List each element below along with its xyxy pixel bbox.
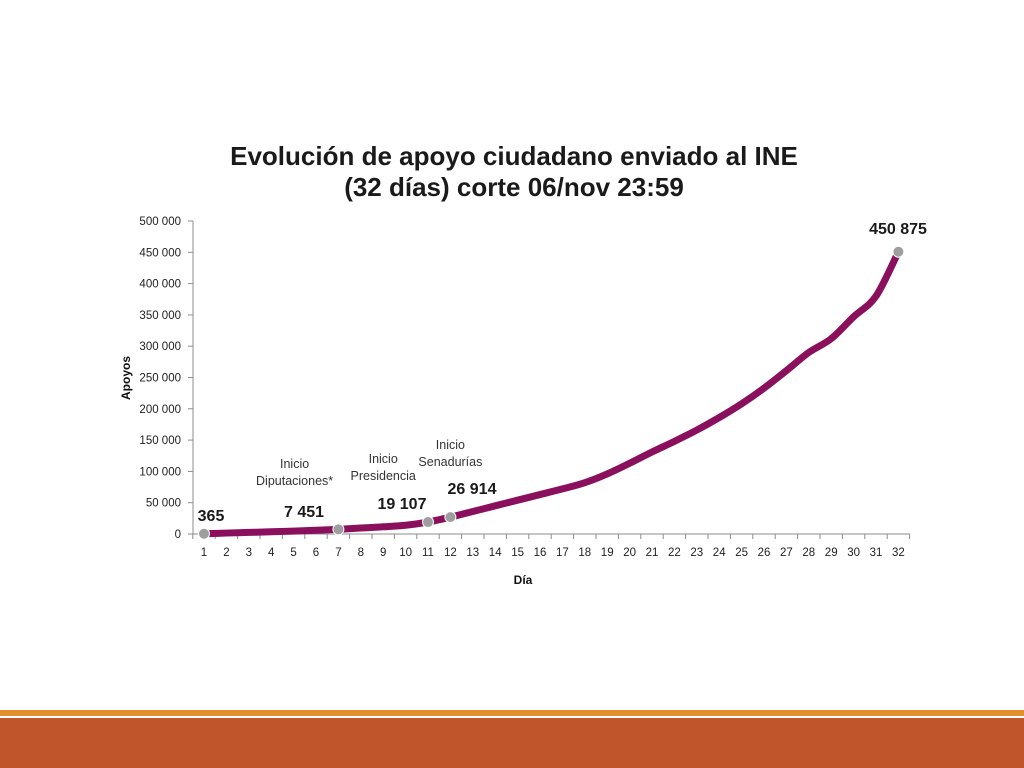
x-tick-label: 19 bbox=[601, 547, 614, 559]
y-tick-label: 250 000 bbox=[139, 373, 181, 385]
x-tick-label: 24 bbox=[713, 547, 726, 559]
annotation: Inicio Senadurías bbox=[418, 438, 482, 469]
annotation: Inicio Presidencia bbox=[351, 452, 416, 483]
footer-accent-line bbox=[0, 710, 1024, 716]
y-axis-title: Apoyos bbox=[119, 356, 133, 400]
annotation-line: Inicio bbox=[369, 452, 398, 466]
x-tick-label: 3 bbox=[246, 547, 252, 559]
x-tick-label: 5 bbox=[290, 547, 296, 559]
data-label: 365 bbox=[198, 508, 225, 525]
x-tick-label: 12 bbox=[444, 547, 457, 559]
x-tick-label: 15 bbox=[511, 547, 524, 559]
data-marker bbox=[422, 516, 434, 529]
data-label: 26 914 bbox=[448, 481, 497, 498]
x-axis-ticks: 1 2 3 4 5 6 7 8 9 10 11 12 13 14 15 16 17 18 19 20 21 22 23 24 2… bbox=[192, 534, 911, 559]
x-tick-label: 32 bbox=[892, 547, 905, 559]
x-tick-label: 17 bbox=[556, 547, 569, 559]
x-tick-label: 27 bbox=[780, 547, 793, 559]
y-tick-label: 350 000 bbox=[139, 310, 181, 322]
y-tick-label: 150 000 bbox=[139, 435, 181, 447]
data-label: 7 451 bbox=[284, 504, 324, 521]
x-tick-label: 8 bbox=[358, 547, 364, 559]
line-chart: Evolución de apoyo ciudadano enviado al … bbox=[119, 141, 927, 587]
chart-title: Evolución de apoyo ciudadano enviado al … bbox=[230, 141, 798, 202]
y-tick-label: 200 000 bbox=[139, 404, 181, 416]
x-tick-label: 7 bbox=[335, 547, 341, 559]
x-tick-label: 20 bbox=[623, 547, 636, 559]
x-tick-label: 23 bbox=[690, 547, 703, 559]
x-tick-label: 6 bbox=[313, 547, 319, 559]
data-labels-group: 365 7 451 19 107 26 914 450 875 bbox=[198, 221, 927, 525]
footer-bar bbox=[0, 718, 1024, 768]
x-tick-label: 9 bbox=[380, 547, 386, 559]
y-tick-label: 400 000 bbox=[139, 279, 181, 291]
x-tick-label: 22 bbox=[668, 547, 681, 559]
chart-title-line-2: (32 días) corte 06/nov 23:59 bbox=[344, 172, 684, 202]
x-tick-label: 4 bbox=[268, 547, 275, 559]
y-tick-label: 500 000 bbox=[139, 216, 181, 228]
x-tick-label: 28 bbox=[802, 547, 815, 559]
x-tick-label: 16 bbox=[534, 547, 547, 559]
annotation-line: Senadurías bbox=[418, 455, 482, 469]
x-tick-label: 2 bbox=[223, 547, 229, 559]
x-tick-label: 30 bbox=[847, 547, 860, 559]
annotation-line: Presidencia bbox=[351, 469, 416, 483]
chart-title-line-1: Evolución de apoyo ciudadano enviado al … bbox=[230, 141, 798, 171]
data-marker bbox=[198, 527, 210, 540]
y-tick-label: 50 000 bbox=[146, 498, 181, 510]
y-axis-ticks: 0 50 000 100 000 150 000 200 000 250 000 300 0… bbox=[139, 216, 193, 541]
x-tick-label: 13 bbox=[466, 547, 479, 559]
x-tick-label: 10 bbox=[399, 547, 412, 559]
data-label: 19 107 bbox=[378, 496, 427, 513]
x-tick-label: 29 bbox=[825, 547, 838, 559]
annotation-line: Diputaciones* bbox=[256, 474, 333, 488]
y-tick-label: 0 bbox=[175, 529, 181, 541]
data-label: 450 875 bbox=[869, 221, 927, 238]
data-marker bbox=[892, 245, 905, 258]
data-marker bbox=[332, 523, 345, 536]
y-tick-label: 450 000 bbox=[139, 247, 181, 259]
annotation-line: Inicio bbox=[280, 457, 309, 471]
x-tick-label: 18 bbox=[578, 547, 591, 559]
x-tick-label: 26 bbox=[758, 547, 771, 559]
annotations-group: InicioDiputaciones*InicioPresidenciaInic… bbox=[256, 438, 482, 488]
x-tick-label: 25 bbox=[735, 547, 748, 559]
annotation: Inicio Diputaciones* bbox=[256, 457, 333, 488]
x-tick-label: 1 bbox=[201, 547, 207, 559]
y-tick-label: 100 000 bbox=[139, 466, 181, 478]
data-marker bbox=[444, 511, 457, 524]
x-tick-label: 14 bbox=[489, 547, 502, 559]
series-group bbox=[200, 248, 902, 538]
x-tick-label: 31 bbox=[870, 547, 883, 559]
annotation-line: Inicio bbox=[436, 438, 465, 452]
x-tick-label: 21 bbox=[646, 547, 659, 559]
series-line bbox=[200, 248, 902, 538]
x-axis-title: Día bbox=[514, 573, 533, 587]
markers-group bbox=[198, 245, 905, 540]
y-tick-label: 300 000 bbox=[139, 341, 181, 353]
x-tick-label: 11 bbox=[422, 547, 434, 559]
